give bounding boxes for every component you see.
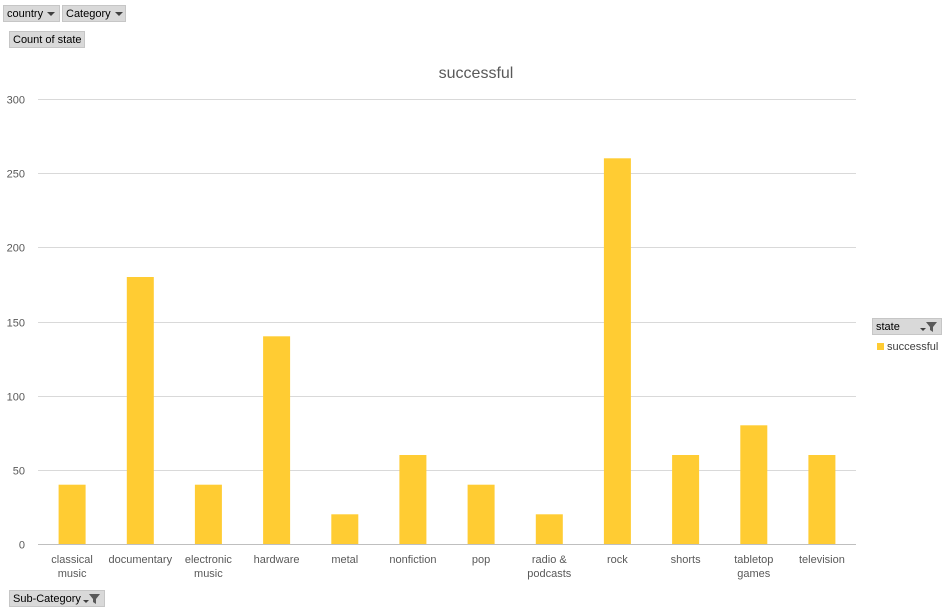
legend: state successful xyxy=(872,318,942,353)
x-tick-label: pop xyxy=(472,554,490,566)
bar[interactable] xyxy=(535,514,563,544)
bar[interactable] xyxy=(194,484,222,544)
x-tick-label: metal xyxy=(331,554,358,566)
dropdown-arrow-icon xyxy=(114,12,123,17)
dropdown-arrow-icon xyxy=(47,12,56,17)
x-tick-label: electronic music xyxy=(185,554,233,580)
legend-item: successful xyxy=(877,341,942,353)
category-filter-button[interactable]: Category xyxy=(62,5,126,22)
y-axis-tick-labels: 0 50 100 150 200 250 300 xyxy=(7,95,25,552)
y-tick-label: 100 xyxy=(7,392,25,404)
legend-swatch xyxy=(877,342,884,350)
bar[interactable] xyxy=(126,277,154,544)
bar[interactable] xyxy=(467,484,495,544)
bar[interactable] xyxy=(603,158,631,545)
state-filter-button[interactable]: state xyxy=(872,318,942,335)
x-tick-label: documentary xyxy=(109,554,173,566)
country-filter-button[interactable]: country xyxy=(3,5,60,22)
y-tick-label: 50 xyxy=(13,466,25,478)
x-tick-label: television xyxy=(799,554,845,566)
x-tick-label: tabletop games xyxy=(734,554,773,580)
x-tick-label: classical music xyxy=(51,554,93,580)
x-tick-label: hardware xyxy=(254,554,300,566)
y-tick-label: 250 xyxy=(7,169,25,181)
values-field-button[interactable]: Count of state xyxy=(9,31,85,48)
country-filter-label: country xyxy=(7,8,44,20)
sub-category-axis-button[interactable]: Sub-Category xyxy=(9,590,105,607)
x-axis-tick-labels: classical music documentary electronic music… xyxy=(51,554,845,580)
bar[interactable] xyxy=(672,455,700,544)
y-tick-label: 300 xyxy=(7,95,25,107)
filter-icon xyxy=(83,593,101,611)
chart-title: successful xyxy=(439,65,514,82)
y-tick-label: 150 xyxy=(7,318,25,330)
x-tick-label: radio & podcasts xyxy=(527,554,572,580)
bar[interactable] xyxy=(740,425,768,544)
x-tick-label: shorts xyxy=(671,554,701,566)
filter-icon xyxy=(920,321,938,339)
bars xyxy=(58,158,836,545)
y-tick-label: 0 xyxy=(19,540,25,552)
category-filter-label: Category xyxy=(66,8,111,20)
bar[interactable] xyxy=(58,484,86,544)
values-field-label: Count of state xyxy=(13,34,82,46)
bar[interactable] xyxy=(331,514,359,544)
y-tick-label: 200 xyxy=(7,243,25,255)
state-filter-label: state xyxy=(876,321,900,333)
bar[interactable] xyxy=(808,455,836,544)
x-tick-label: rock xyxy=(607,554,628,566)
legend-label: successful xyxy=(887,341,939,353)
sub-category-axis-label: Sub-Category xyxy=(13,593,81,605)
x-tick-label: nonfiction xyxy=(389,554,436,566)
bar[interactable] xyxy=(263,336,291,544)
gridlines xyxy=(38,99,856,545)
bar[interactable] xyxy=(399,455,427,544)
